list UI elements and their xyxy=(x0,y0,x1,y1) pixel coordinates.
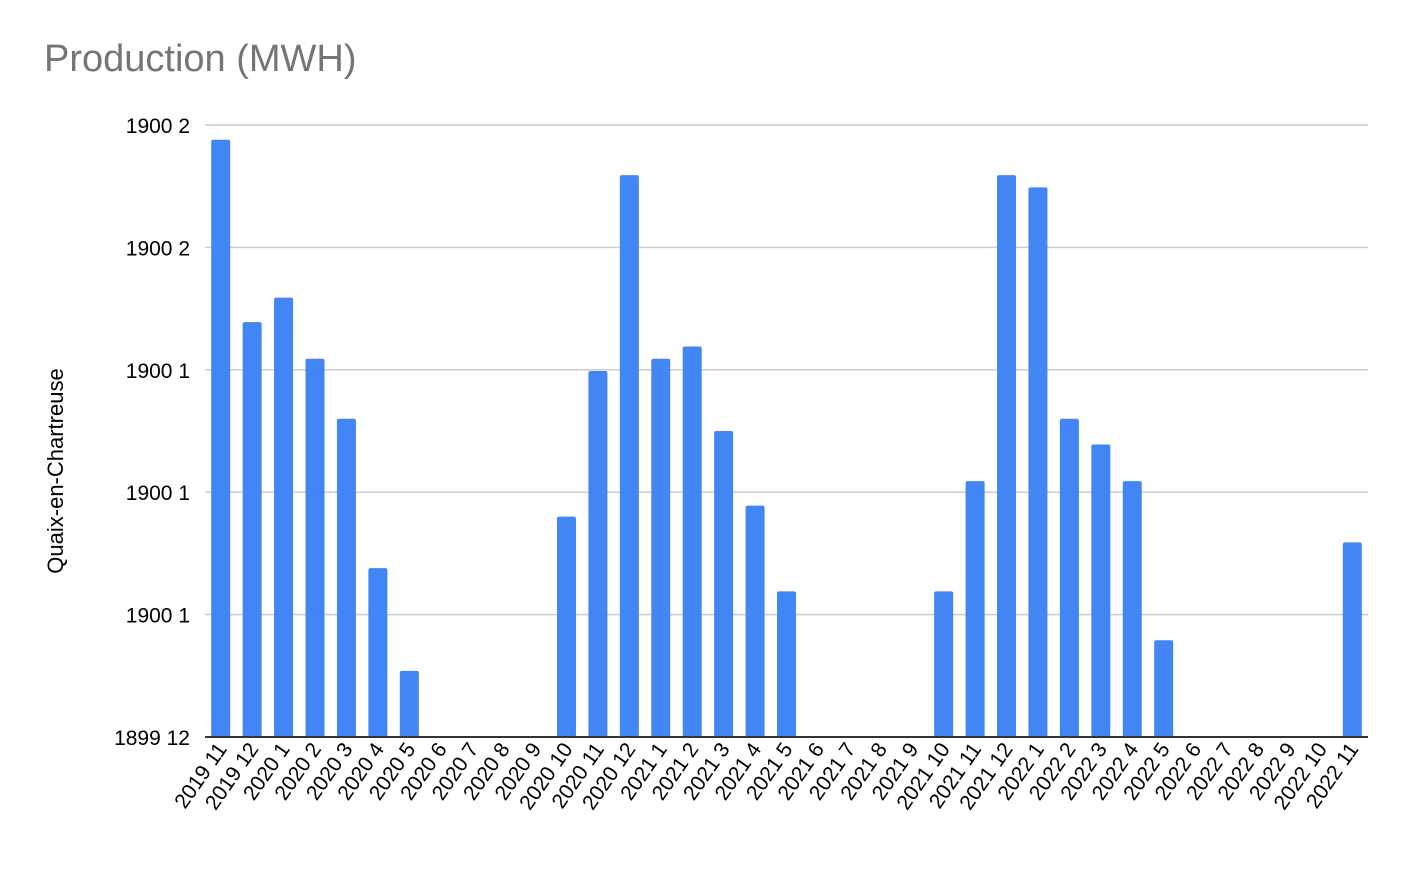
gridlines xyxy=(205,124,1368,616)
bar xyxy=(1342,542,1362,737)
bar xyxy=(1059,418,1079,737)
bar xyxy=(1154,640,1174,737)
bar xyxy=(211,139,231,738)
y-tick-label: 1900 2 xyxy=(126,115,190,138)
y-tick-label: 1899 12 xyxy=(114,727,190,750)
bar xyxy=(274,297,294,737)
bar xyxy=(242,322,262,737)
bars xyxy=(211,139,1362,738)
bar xyxy=(682,346,702,737)
bar xyxy=(556,516,576,737)
y-tick-label: 1900 1 xyxy=(126,605,190,628)
bar xyxy=(1028,187,1048,737)
bar xyxy=(336,418,356,737)
bar xyxy=(745,505,765,737)
bar xyxy=(1122,481,1142,737)
bar xyxy=(1091,444,1111,737)
y-tick-label: 1900 1 xyxy=(126,360,190,383)
y-tick-label: 1900 1 xyxy=(126,482,190,505)
bar xyxy=(368,568,388,737)
chart-title: Production (MWH) xyxy=(44,38,357,80)
bar xyxy=(651,358,671,737)
bar xyxy=(934,591,954,737)
bar xyxy=(619,175,639,737)
bar xyxy=(399,670,419,737)
bar xyxy=(714,431,734,737)
bar xyxy=(588,371,608,737)
bar xyxy=(997,175,1017,737)
bar xyxy=(777,591,796,737)
bar xyxy=(965,481,985,737)
y-tick-labels: 1899 12 1900 1 1900 1 1900 1 1900 2 1900 2 xyxy=(114,115,190,750)
bar xyxy=(305,358,325,737)
y-tick-label: 1900 2 xyxy=(126,237,190,260)
